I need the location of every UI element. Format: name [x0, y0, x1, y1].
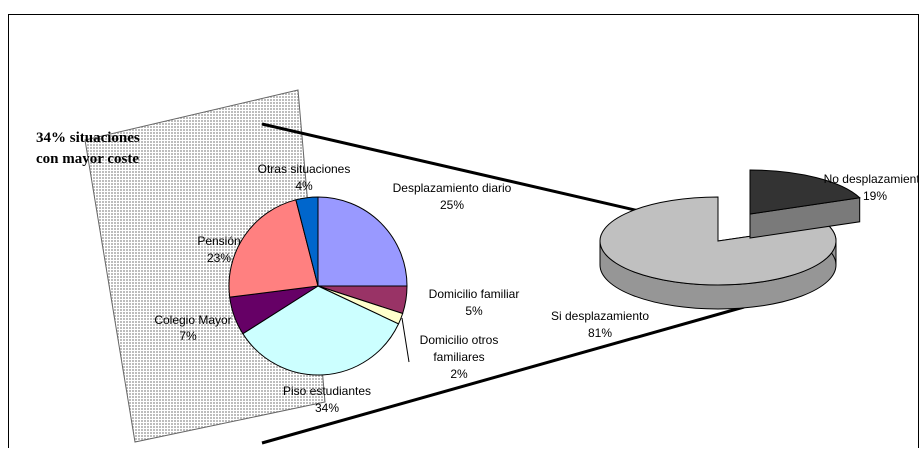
slice-label-piso-estudiantes: Piso estudiantes: [283, 384, 371, 398]
pie-slice-otras-situaciones: [295, 196, 319, 287]
slice-percent-desplazamiento-diario: 25%: [440, 198, 464, 212]
slice-label-otras-situaciones: Otras situaciones: [258, 162, 351, 176]
slice-label-domicilio-otros-1: Domicilio otros: [420, 333, 499, 347]
slice-label-colegio-mayor: Colegio Mayor: [154, 313, 231, 327]
pie-slice-piso-estudiantes: [242, 285, 400, 376]
slice-label-si-desplazamiento: Si desplazamiento: [551, 309, 649, 323]
slice-percent-piso-estudiantes: 34%: [315, 401, 339, 415]
annotation-line-1: 34% situaciones: [36, 130, 140, 146]
chart-frame: [8, 14, 919, 453]
slice-percent-pension: 23%: [207, 251, 231, 265]
annotation-line-2: con mayor coste: [36, 151, 139, 167]
pie3d-slice-si-desplazamiento: [599, 196, 837, 286]
leader-line-domicilio-otros: [401, 317, 410, 363]
slice-label-pension: Pensión: [197, 234, 240, 248]
slice-label-domicilio-familiar: Domicilio familiar: [429, 287, 520, 301]
slice-percent-domicilio-familiar: 5%: [465, 304, 483, 318]
connector-line-top: [261, 122, 649, 215]
pie-slice-pension: [228, 199, 319, 298]
slice-percent-domicilio-otros: 2%: [450, 367, 468, 381]
connector-line-bottom: [261, 305, 745, 445]
slice-label-desplazamiento-diario: Desplazamiento diario: [393, 181, 512, 195]
pie-main: [228, 196, 408, 376]
slice-label-no-desplazamiento: No desplazamiento: [824, 172, 924, 186]
pie-slice-desplazamiento-diario: [317, 196, 408, 287]
slice-percent-otras-situaciones: 4%: [295, 179, 313, 193]
pie3d-slice-no-desplazamiento: [749, 169, 861, 215]
slice-percent-colegio-mayor: 7%: [179, 329, 197, 343]
slice-percent-si-desplazamiento: 81%: [588, 326, 612, 340]
slice-label-domicilio-otros-2: familiares: [433, 350, 484, 364]
slice-percent-no-desplazamiento: 19%: [863, 189, 887, 203]
pie-3d: [599, 169, 861, 310]
